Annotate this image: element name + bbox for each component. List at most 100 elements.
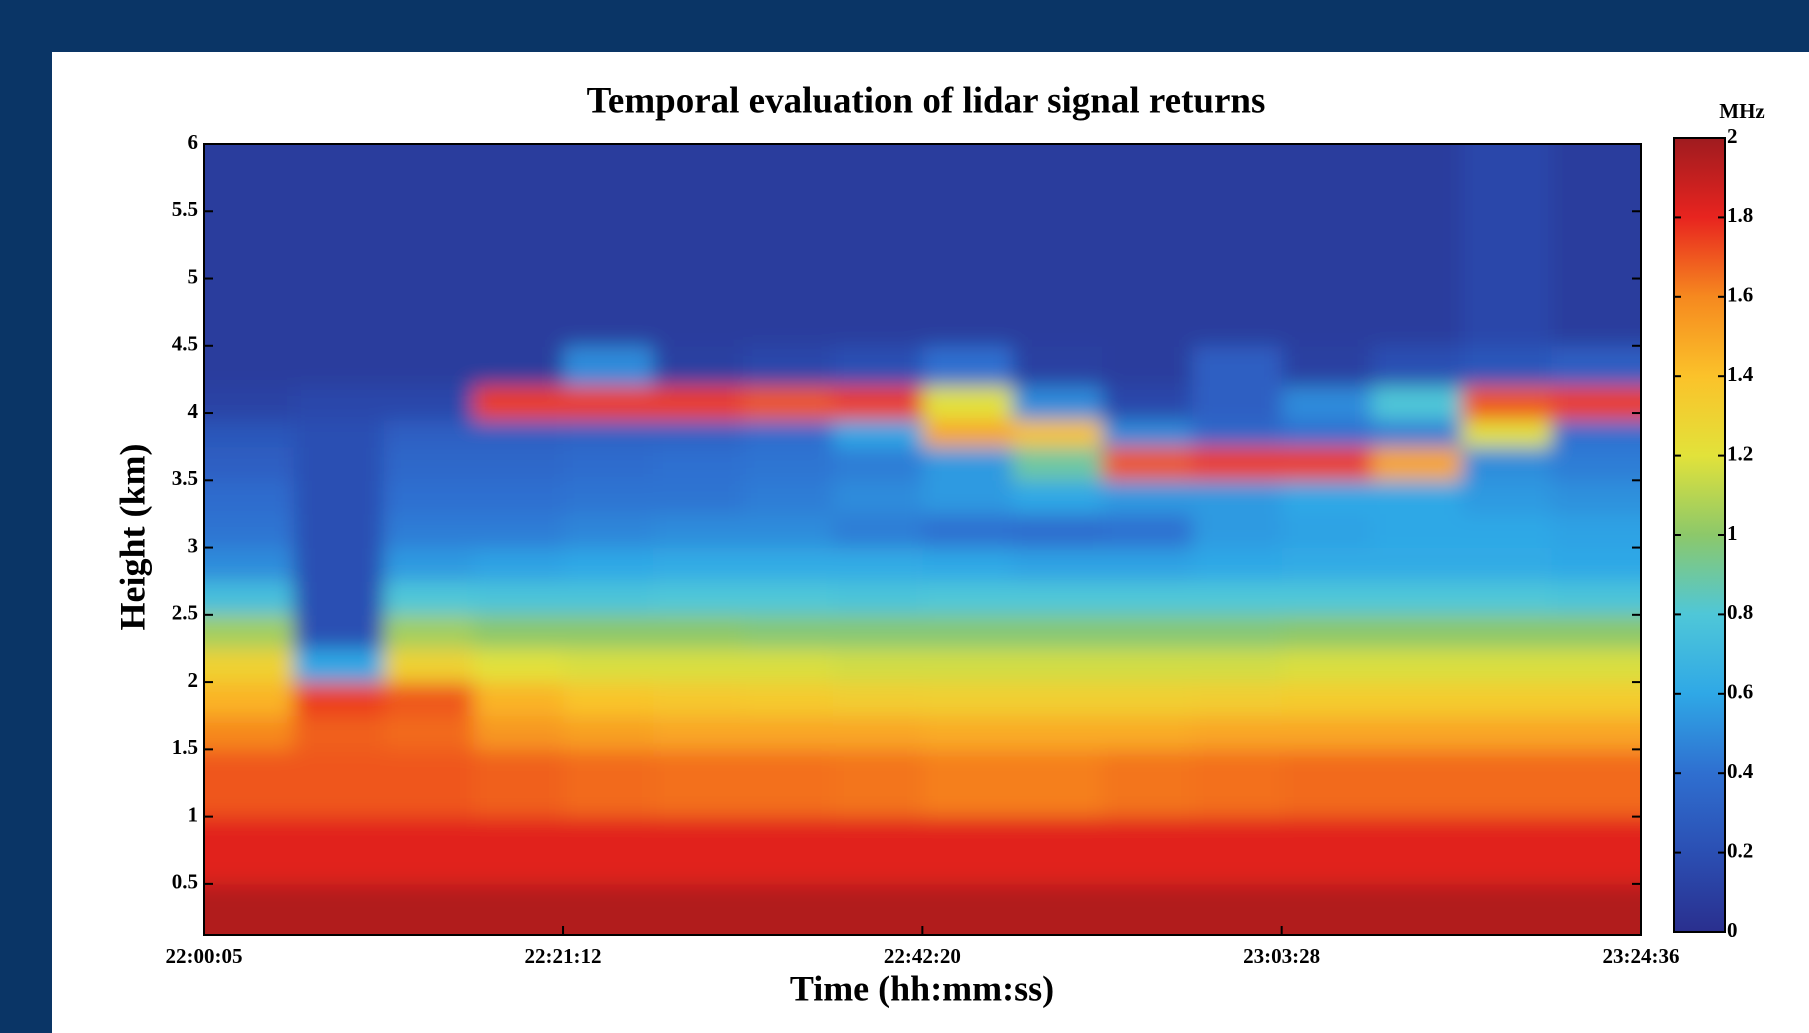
- heatmap-cell: [923, 480, 1013, 514]
- heatmap-cell: [473, 648, 563, 682]
- heatmap-cell: [833, 615, 923, 649]
- heatmap-cell: [1102, 749, 1192, 817]
- heatmap-cell: [653, 716, 743, 750]
- heatmap-cell: [1012, 648, 1102, 682]
- heatmap-cell: [473, 749, 563, 817]
- heatmap-cell: [563, 447, 653, 481]
- heatmap-cell: [1372, 615, 1462, 649]
- heatmap-cell: [1372, 480, 1462, 514]
- heatmap-cell: [1102, 114, 1192, 346]
- heatmap-cell: [653, 346, 743, 387]
- heatmap-cell: [743, 682, 833, 716]
- heatmap-cell: [653, 514, 743, 548]
- heatmap-cell: [1012, 548, 1102, 582]
- heatmap-cell: [1192, 114, 1282, 346]
- heatmap-cell: [384, 480, 474, 514]
- heatmap-cell: [653, 114, 743, 346]
- heatmap-cell: [743, 648, 833, 682]
- heatmap-cell: [1282, 581, 1372, 615]
- heatmap-cell: [1462, 716, 1552, 750]
- heatmap-cell: [653, 749, 743, 817]
- heatmap-cell: [384, 716, 474, 750]
- heatmap-cell: [743, 749, 833, 817]
- heatmap-cell: [473, 514, 563, 548]
- colorbar-tick-label: 2: [1727, 124, 1738, 148]
- heatmap-cell: [653, 817, 743, 885]
- heatmap-cell: [1192, 749, 1282, 817]
- colorbar-tick-label: 1: [1727, 521, 1738, 545]
- heatmap-cell: [563, 548, 653, 582]
- heatmap-cell: [1462, 386, 1552, 420]
- heatmap-cell: [1282, 817, 1372, 885]
- heatmap-cell: [1192, 648, 1282, 682]
- heatmap-cell: [294, 480, 384, 514]
- heatmap-cell: [384, 514, 474, 548]
- heatmap-cells: [174, 114, 1672, 966]
- heatmap-cell: [1462, 514, 1552, 548]
- heatmap-cell: [1102, 716, 1192, 750]
- heatmap-cell: [1282, 716, 1372, 750]
- heatmap-cell: [1372, 581, 1462, 615]
- x-tick-label: 23:03:28: [1243, 944, 1320, 968]
- heatmap-cell: [1462, 346, 1552, 387]
- heatmap-cell: [294, 548, 384, 582]
- heatmap-cell: [1012, 817, 1102, 885]
- heatmap-cell: [1372, 716, 1462, 750]
- heatmap-cell: [1192, 480, 1282, 514]
- heatmap-cell: [1372, 114, 1462, 346]
- heatmap-cell: [1462, 420, 1552, 447]
- y-tick-label: 4: [188, 399, 199, 423]
- heatmap-cell: [294, 514, 384, 548]
- heatmap-cell: [1102, 548, 1192, 582]
- heatmap-cell: [833, 480, 923, 514]
- heatmap-cell: [1192, 716, 1282, 750]
- heatmap-cell: [473, 682, 563, 716]
- heatmap-cell: [1282, 420, 1372, 447]
- heatmap-cell: [923, 749, 1013, 817]
- y-tick-label: 5.5: [172, 197, 198, 221]
- heatmap-cell: [294, 716, 384, 750]
- heatmap-cell: [653, 648, 743, 682]
- colorbar-tick-label: 1.8: [1727, 203, 1753, 227]
- heatmap-cell: [473, 716, 563, 750]
- heatmap-cell: [1372, 420, 1462, 447]
- heatmap-cell: [833, 346, 923, 387]
- heatmap-cell: [653, 682, 743, 716]
- heatmap-cell: [1192, 447, 1282, 481]
- colorbar-tick-label: 0.2: [1727, 838, 1753, 862]
- heatmap-cell: [1102, 648, 1192, 682]
- heatmap-cell: [563, 581, 653, 615]
- heatmap-cell: [294, 817, 384, 885]
- heatmap-cell: [1282, 615, 1372, 649]
- heatmap-cell: [833, 682, 923, 716]
- y-tick-label: 5: [188, 264, 199, 288]
- heatmap-cell: [1012, 749, 1102, 817]
- heatmap-cell: [384, 346, 474, 387]
- heatmap-cell: [1012, 114, 1102, 346]
- heatmap-cell: [1462, 682, 1552, 716]
- heatmap-cell: [833, 420, 923, 447]
- colorbar-tick-label: 0: [1727, 918, 1738, 942]
- heatmap-cell: [294, 648, 384, 682]
- heatmap-cell: [1282, 386, 1372, 420]
- heatmap-cell: [1282, 548, 1372, 582]
- heatmap-cell: [1012, 716, 1102, 750]
- heatmap-cell: [653, 386, 743, 420]
- colorbar-tick-label: 1.4: [1727, 362, 1754, 386]
- heatmap-cell: [1102, 346, 1192, 387]
- heatmap-cell: [923, 581, 1013, 615]
- heatmap-cell: [1372, 346, 1462, 387]
- heatmap-cell: [563, 615, 653, 649]
- colorbar-label: MHz: [1719, 99, 1764, 123]
- heatmap-cell: [1192, 346, 1282, 387]
- heatmap-cell: [1102, 447, 1192, 481]
- heatmap-cell: [1102, 514, 1192, 548]
- heatmap-cell: [1102, 420, 1192, 447]
- heatmap-cell: [923, 420, 1013, 447]
- y-tick-label: 3: [188, 533, 199, 557]
- heatmap-cell: [1102, 386, 1192, 420]
- heatmap-cell: [1102, 581, 1192, 615]
- x-axis-label: Time (hh:mm:ss): [790, 968, 1054, 1008]
- heatmap-cell: [653, 480, 743, 514]
- heatmap-cell: [384, 749, 474, 817]
